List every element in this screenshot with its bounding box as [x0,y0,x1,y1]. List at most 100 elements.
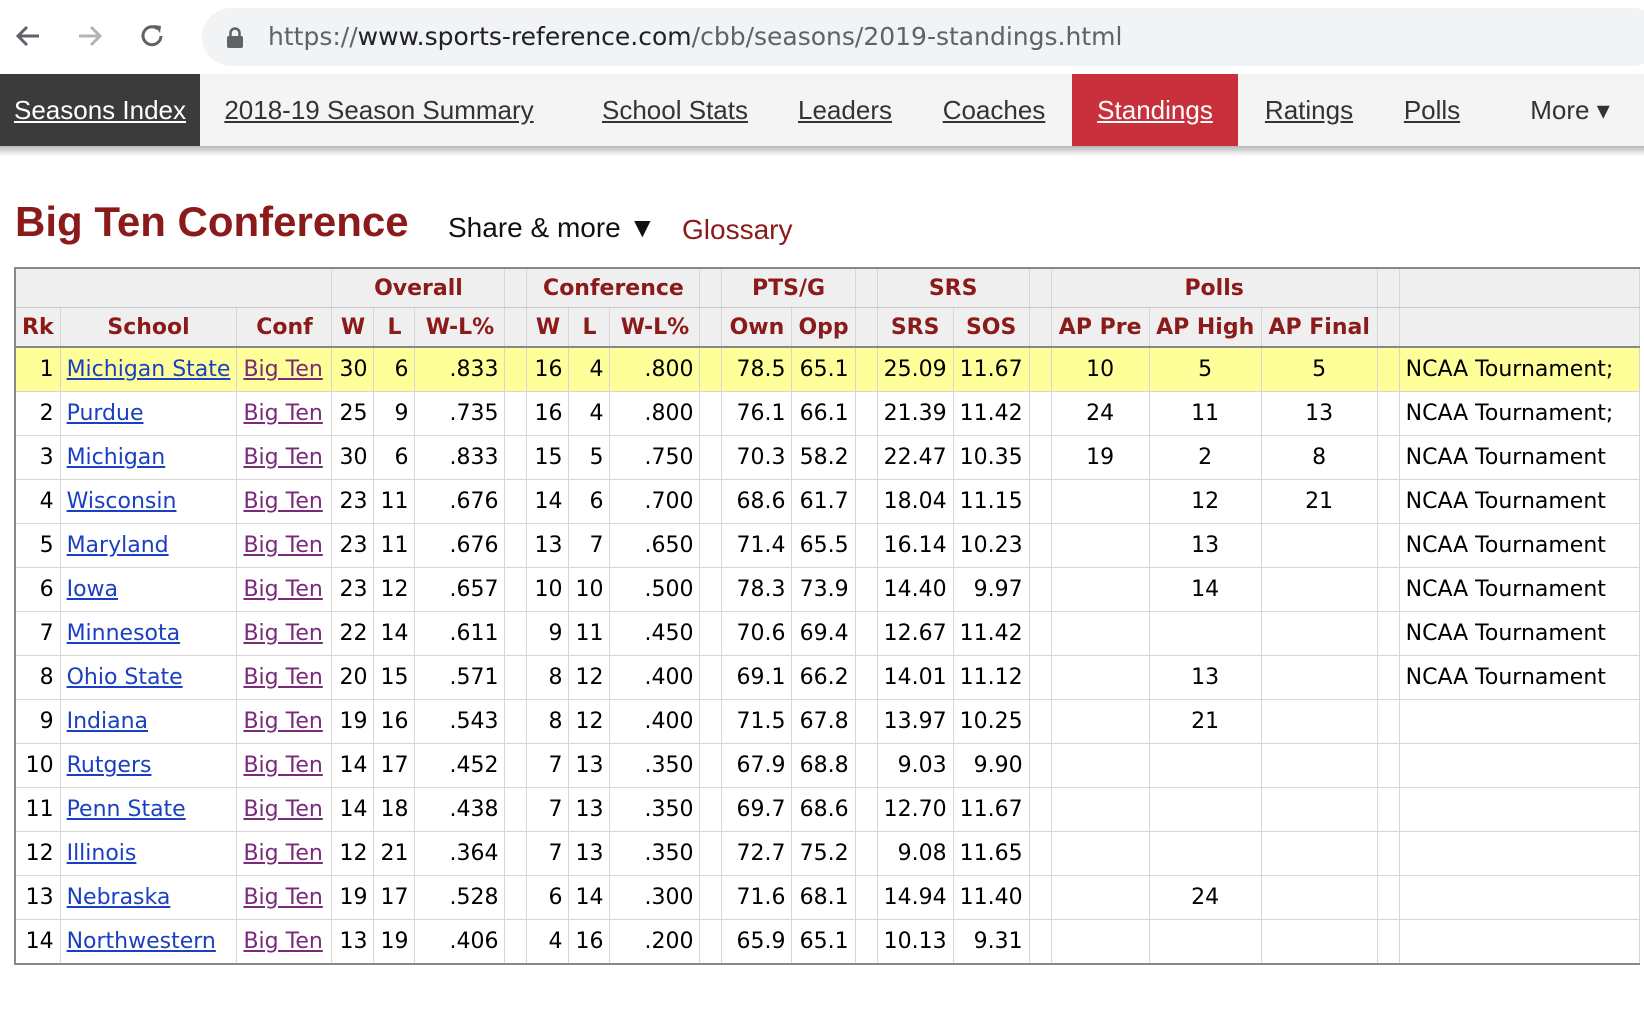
conf-w-cell: 4 [526,919,570,965]
nav-polls[interactable]: Polls [1403,94,1461,125]
col-pts-opp[interactable]: Opp [791,307,856,348]
conference-link[interactable]: Big Ten [243,577,323,602]
rank-cell: 12 [14,831,61,876]
col-overall-l[interactable]: L [373,307,416,348]
spacer-cell [1028,523,1052,568]
conference-link[interactable]: Big Ten [243,929,323,954]
url-text: https://www.sports-reference.com/cbb/sea… [268,22,1122,51]
spacer-cell [1028,787,1052,832]
col-conf-wlpct[interactable]: W-L% [609,307,701,348]
school-link[interactable]: Rutgers [66,753,152,778]
spacer-cell [1376,919,1400,965]
school-cell: Michigan State [59,346,238,392]
school-link[interactable]: Purdue [66,401,144,426]
pts-own-cell: 71.4 [721,523,793,568]
pts-opp-cell: 75.2 [791,831,856,876]
overall-w-cell: 23 [331,523,375,568]
school-link[interactable]: Michigan State [66,357,231,382]
overall-l-cell: 15 [373,655,416,700]
conference-link[interactable]: Big Ten [243,489,323,514]
col-ap-pre[interactable]: AP Pre [1050,307,1150,348]
ap-final-cell: 5 [1260,346,1378,392]
col-srs[interactable]: SRS [876,307,954,348]
nav-leaders[interactable]: Leaders [798,94,892,125]
sos-cell: 10.25 [952,699,1030,744]
school-link[interactable]: Iowa [66,577,119,602]
nav-school-stats[interactable]: School Stats [602,94,748,125]
spacer-cell [1376,391,1400,436]
sos-cell: 11.42 [952,391,1030,436]
glossary-link[interactable]: Glossary [682,214,793,245]
overall-w-cell: 12 [331,831,375,876]
school-cell: Northwestern [59,919,238,965]
nav-standings[interactable]: Standings [1072,74,1238,146]
col-ap-high[interactable]: AP High [1148,307,1262,348]
conference-link[interactable]: Big Ten [243,621,323,646]
group-header-ptsg: PTS/G [721,267,856,308]
overall-l-cell: 16 [373,699,416,744]
ap-final-cell [1260,655,1378,700]
forward-button[interactable] [68,14,112,58]
col-sos[interactable]: SOS [952,307,1030,348]
col-school[interactable]: School [59,307,238,348]
rank-cell: 2 [14,391,61,436]
col-conf-l[interactable]: L [568,307,611,348]
back-arrow-icon [15,25,39,47]
share-more-dropdown[interactable]: Share & more ▼ [448,212,657,243]
sos-cell: 11.67 [952,346,1030,392]
back-button[interactable] [6,14,50,58]
ap-pre-cell [1050,831,1150,876]
col-rk[interactable]: Rk [14,307,61,348]
spacer-cell [699,611,723,656]
spacer-cell [504,611,528,656]
spacer-cell [504,435,528,480]
overall-wlpct-cell: .438 [414,787,506,832]
overall-w-cell: 20 [331,655,375,700]
rank-cell: 3 [14,435,61,480]
pts-opp-cell: 65.1 [791,919,856,965]
school-link[interactable]: Maryland [66,533,169,558]
school-link[interactable]: Indiana [66,709,148,734]
notes-cell [1398,831,1640,876]
school-link[interactable]: Minnesota [66,621,181,646]
nav-season-summary[interactable]: 2018-19 Season Summary [224,94,534,125]
pts-own-cell: 72.7 [721,831,793,876]
col-ap-final[interactable]: AP Final [1260,307,1378,348]
nav-seasons-index[interactable]: Seasons Index [0,74,200,146]
nav-more-dropdown[interactable]: More ▾ [1530,94,1610,125]
conference-link[interactable]: Big Ten [243,665,323,690]
reload-button[interactable] [130,14,174,58]
conference-link[interactable]: Big Ten [243,445,323,470]
conference-link[interactable]: Big Ten [243,709,323,734]
conference-link[interactable]: Big Ten [243,797,323,822]
srs-cell: 14.01 [876,655,954,700]
conference-link[interactable]: Big Ten [243,885,323,910]
school-link[interactable]: Nebraska [66,885,171,910]
school-link[interactable]: Ohio State [66,665,183,690]
school-link[interactable]: Illinois [66,841,137,866]
group-spacer [504,267,528,308]
school-link[interactable]: Penn State [66,797,186,822]
col-overall-w[interactable]: W [331,307,375,348]
conf-wlpct-cell: .650 [609,523,701,568]
conference-link[interactable]: Big Ten [243,753,323,778]
school-link[interactable]: Michigan [66,445,166,470]
conference-link[interactable]: Big Ten [243,357,323,382]
col-pts-own[interactable]: Own [721,307,793,348]
lock-icon [227,27,243,48]
address-bar[interactable]: https://www.sports-reference.com/cbb/sea… [202,8,1644,66]
nav-ratings[interactable]: Ratings [1264,94,1354,125]
col-conf-w[interactable]: W [526,307,570,348]
table-row: 1 Michigan State Big Ten 30 6.833 16 4.800 78.5… [14,346,1640,392]
school-link[interactable]: Wisconsin [66,489,177,514]
conf-w-cell: 16 [526,391,570,436]
conference-link[interactable]: Big Ten [243,401,323,426]
col-conf[interactable]: Conf [236,307,333,348]
spacer-cell [1376,699,1400,744]
col-notes[interactable] [1398,307,1640,348]
school-link[interactable]: Northwestern [66,929,216,954]
nav-coaches[interactable]: Coaches [942,94,1046,125]
conference-link[interactable]: Big Ten [243,533,323,558]
col-overall-wlpct[interactable]: W-L% [414,307,506,348]
conference-link[interactable]: Big Ten [243,841,323,866]
